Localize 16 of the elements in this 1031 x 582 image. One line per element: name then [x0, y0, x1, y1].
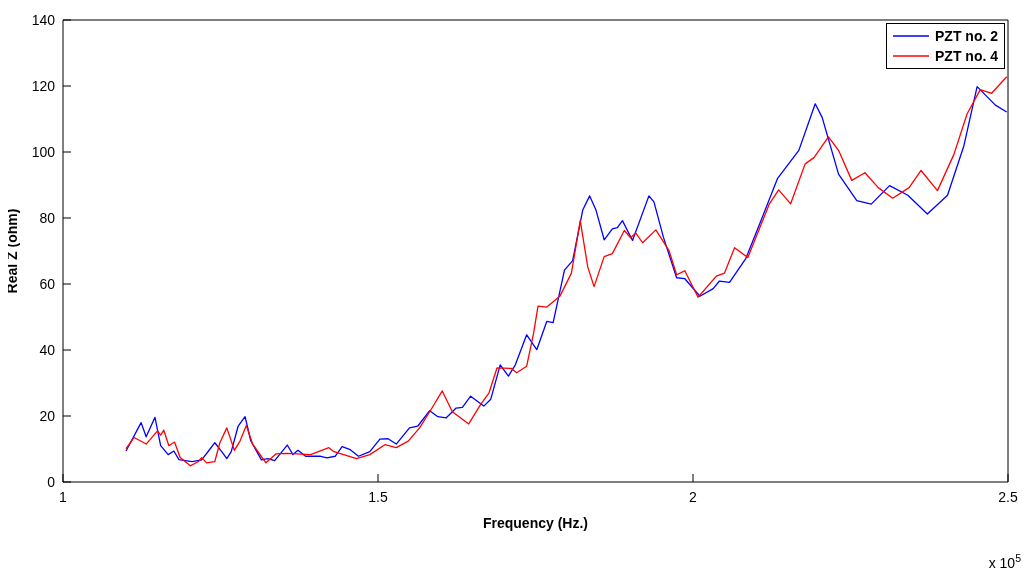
y-tick-label: 40	[39, 341, 56, 358]
legend-label: PZT no. 4	[935, 47, 998, 66]
x-tick-label: 2	[689, 488, 698, 505]
text: x 10$^{5}$	[988, 552, 1022, 571]
y-tick-label: 100	[31, 143, 56, 160]
y-tick-label: 0	[47, 473, 56, 490]
y-tick-label: 60	[39, 275, 56, 292]
y-tick-label: 80	[39, 209, 56, 226]
x-tick-label: 2.5	[998, 488, 1018, 505]
legend-label: PZT no. 2	[935, 27, 998, 46]
y-tick-label: 140	[31, 11, 56, 28]
x-axis-title: Frequency (Hz.)	[482, 515, 589, 531]
y-tick-label: 120	[31, 77, 56, 94]
y-tick-label: 20	[39, 407, 56, 424]
x-tick-label: 1.5	[368, 488, 388, 505]
x-tick-label: 1	[59, 488, 68, 505]
